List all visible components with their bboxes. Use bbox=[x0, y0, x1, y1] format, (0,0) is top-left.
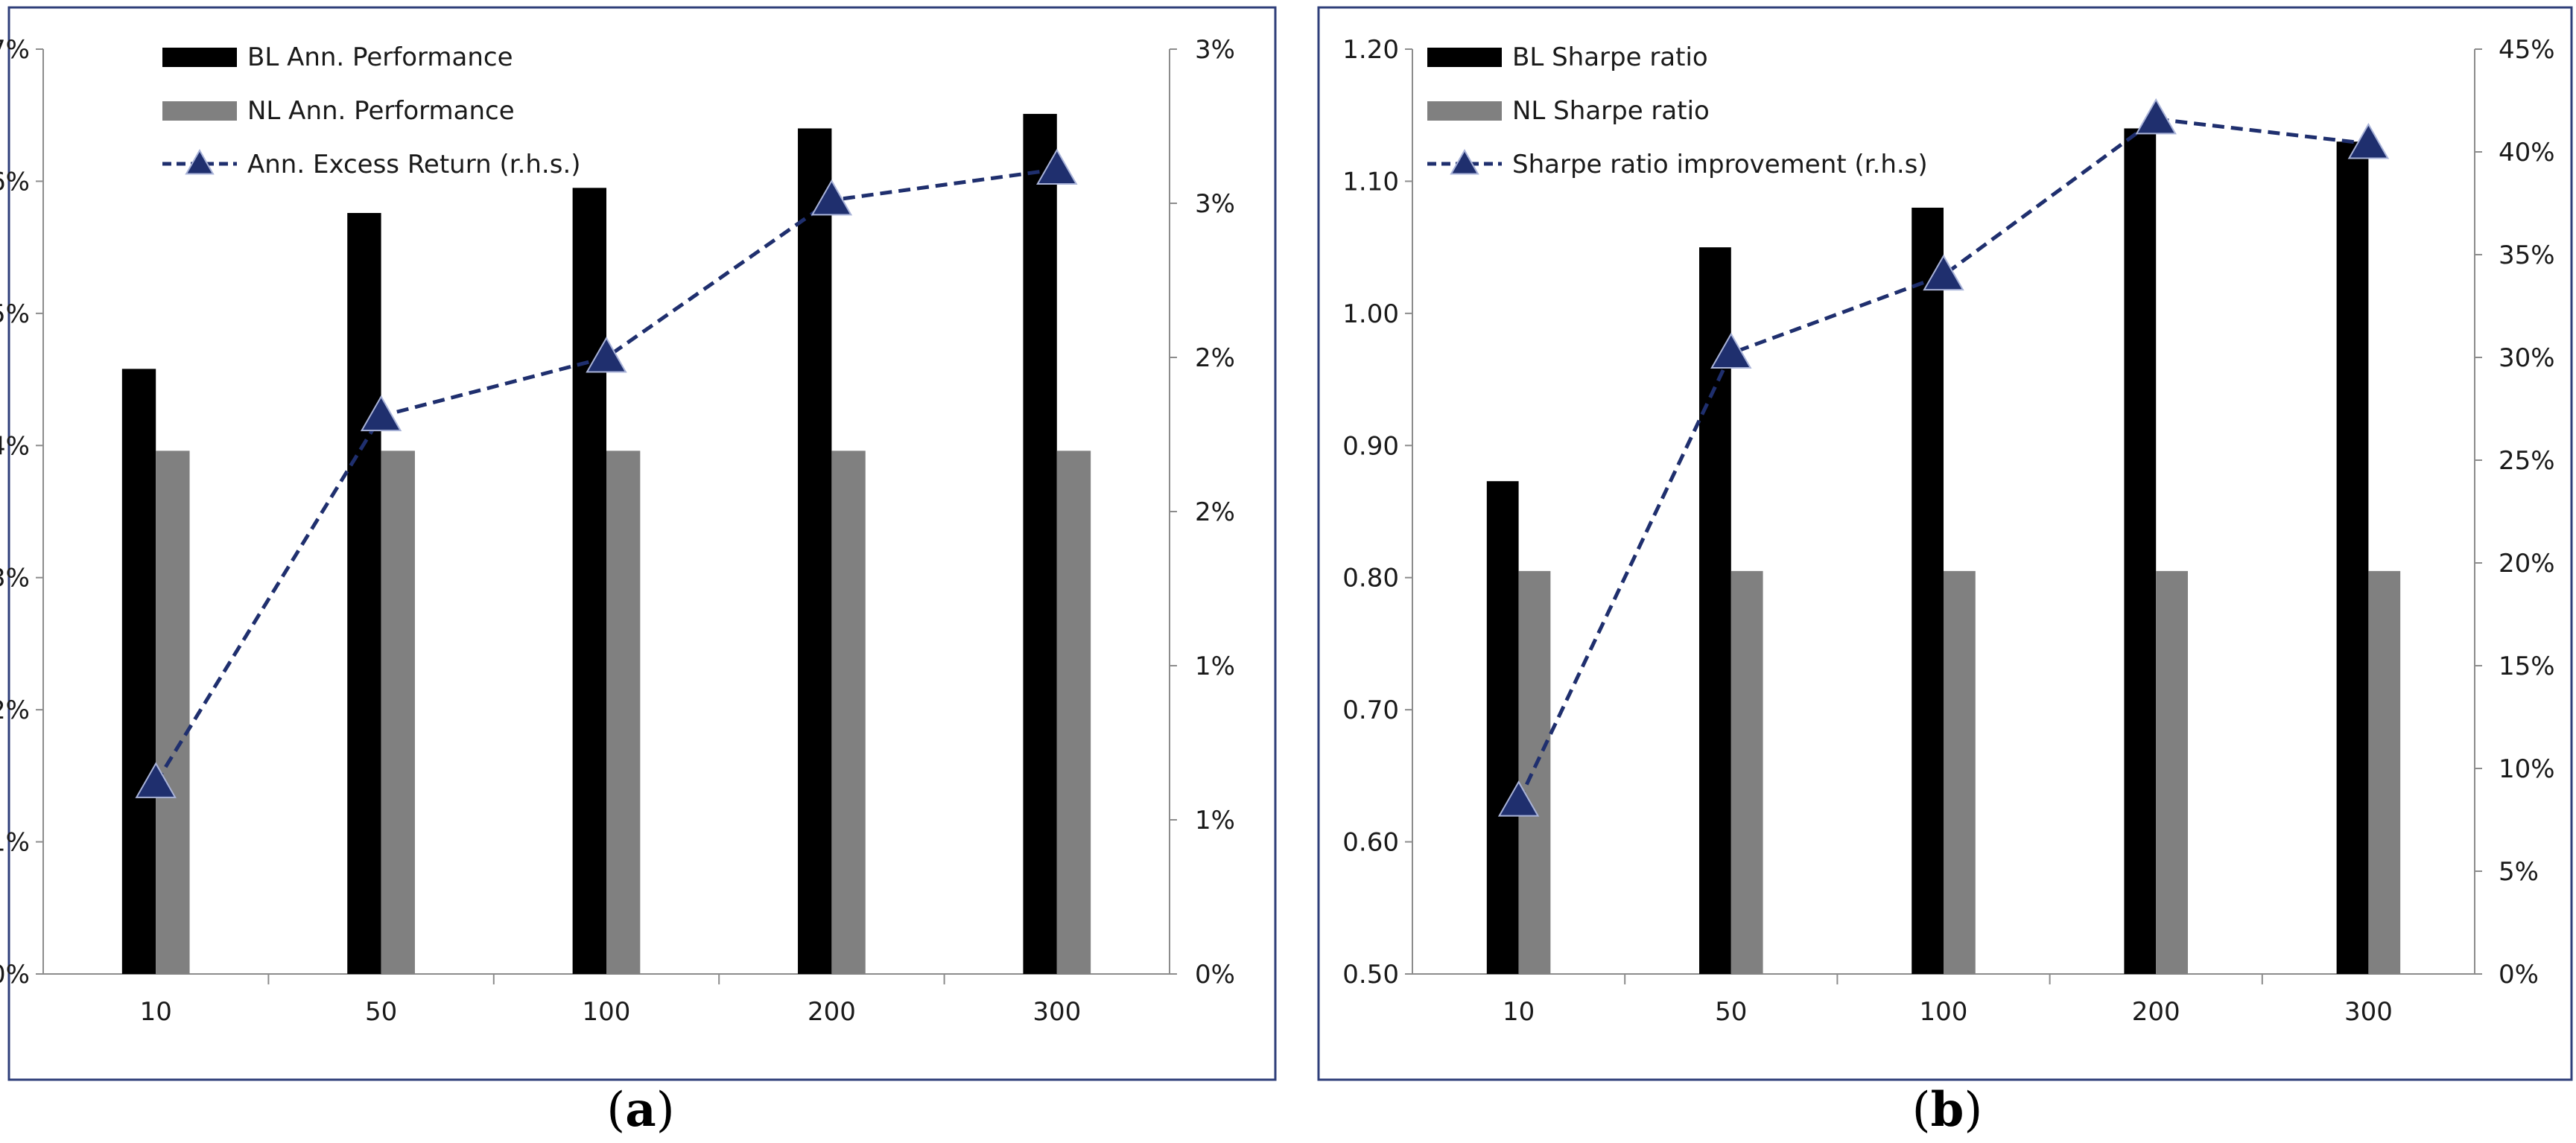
panel-a-left-tick-label: 4% bbox=[0, 431, 30, 461]
panel-a-legend-label: Ann. Excess Return (r.h.s.) bbox=[247, 150, 581, 179]
panel-b-line-marker bbox=[2135, 98, 2177, 135]
panel-b-bar-nl bbox=[2368, 570, 2401, 974]
panel-b-right-tick-label: 35% bbox=[2499, 241, 2555, 270]
panel-a-x-tick-label: 10 bbox=[140, 997, 172, 1027]
panel-b-legend-label: NL Sharpe ratio bbox=[1512, 96, 1710, 126]
panel-b-bar-bl bbox=[1912, 207, 1944, 974]
panel-a-right-tick-label: 1% bbox=[1195, 806, 1235, 835]
caption-b: (b) bbox=[1912, 1082, 1983, 1138]
panel-a-line-marker bbox=[1036, 148, 1078, 185]
panel-b-right-tick-label: 10% bbox=[2499, 754, 2555, 784]
panel-a-left-tick-label: 0% bbox=[0, 960, 30, 990]
panel-a-left-tick-label: 7% bbox=[0, 35, 30, 65]
panel-b-right-tick-label: 45% bbox=[2499, 35, 2555, 65]
panel-b-bar-bl bbox=[2124, 128, 2157, 974]
panel-b-left-tick-label: 0.50 bbox=[1342, 960, 1399, 990]
panel-a-x-tick-label: 100 bbox=[583, 997, 631, 1027]
panel-a-bar-nl bbox=[381, 450, 415, 974]
panel-a-bar-nl bbox=[156, 450, 190, 974]
panel-b-left-tick-label: 0.90 bbox=[1342, 431, 1399, 461]
panel-a-right-tick-label: 3% bbox=[1195, 189, 1235, 219]
panel-a-x-tick-label: 200 bbox=[808, 997, 856, 1027]
panel-a-bar-bl bbox=[1023, 113, 1057, 975]
panel-b-bar-bl bbox=[1486, 481, 1519, 974]
panel-b-right-tick-label: 0% bbox=[2499, 960, 2539, 990]
panel-a-left-tick-label: 2% bbox=[0, 695, 30, 725]
panel-b-right-tick-label: 20% bbox=[2499, 549, 2555, 579]
panel-b-left-tick-label: 0.60 bbox=[1342, 828, 1399, 858]
panel-b-left-tick-label: 1.00 bbox=[1342, 299, 1399, 329]
panel-b-bar-nl bbox=[1518, 570, 1551, 974]
panel-a-left-tick-label: 1% bbox=[0, 828, 30, 858]
panel-a-right-tick-label: 2% bbox=[1195, 497, 1235, 527]
panel-a-bar-nl bbox=[606, 450, 641, 974]
caption-a: (a) bbox=[606, 1082, 674, 1138]
panel-b-x-tick-label: 200 bbox=[2132, 997, 2180, 1027]
panel-a-right-tick-label: 1% bbox=[1195, 652, 1235, 681]
panel-b-legend-label: BL Sharpe ratio bbox=[1512, 42, 1708, 72]
panel-a-line-marker bbox=[135, 762, 177, 798]
panel-a-bar-bl bbox=[572, 188, 606, 974]
panel-b-bar-nl bbox=[1944, 570, 1976, 974]
panel-b: 0.50 0.60 0.70 0.80 0.90 1.00 1.10 1.20 0% 5% 10% 1… bbox=[1317, 6, 2573, 1081]
panel-a-legend-swatch-bl bbox=[162, 48, 237, 67]
panel-a-legend-label: BL Ann. Performance bbox=[247, 42, 513, 72]
panel-b-line-marker bbox=[2347, 122, 2390, 159]
panel-a-bar-nl bbox=[831, 450, 866, 974]
panel-a-legend-swatch-nl bbox=[162, 101, 237, 121]
panel-a-right-tick-label: 3% bbox=[1195, 35, 1235, 65]
panel-a-line-marker bbox=[360, 395, 402, 432]
panel-b-x-tick-label: 100 bbox=[1920, 997, 1968, 1027]
panel-b-left-tick-label: 1.20 bbox=[1342, 35, 1399, 65]
panel-a-x-tick-label: 300 bbox=[1032, 997, 1081, 1027]
panel-b-left-tick-label: 0.80 bbox=[1342, 564, 1399, 593]
panel-b-bar-bl bbox=[2336, 141, 2369, 975]
panel-a-bar-bl bbox=[798, 128, 832, 974]
panel-b-right-tick-label: 30% bbox=[2499, 343, 2555, 373]
panel-b-x-tick-label: 50 bbox=[1715, 997, 1747, 1027]
panel-a-bar-bl bbox=[347, 213, 381, 974]
panel-b-legend-swatch-nl bbox=[1427, 101, 1502, 121]
panel-a-left-tick-label: 5% bbox=[0, 299, 30, 329]
panel-b-legend-swatch-bl bbox=[1427, 48, 1502, 67]
panel-b-right-tick-label: 5% bbox=[2499, 857, 2539, 887]
panel-a-line-marker bbox=[810, 179, 853, 216]
panel-b-line-marker bbox=[1923, 254, 1964, 291]
panel-b-bar-nl bbox=[2156, 570, 2188, 974]
panel-b-bar-nl bbox=[1730, 570, 1763, 974]
panel-a-left-tick-label: 6% bbox=[0, 167, 30, 197]
panel-b-left-tick-label: 1.10 bbox=[1342, 167, 1399, 197]
panel-a-legend-label: NL Ann. Performance bbox=[247, 96, 515, 126]
panel-b-right-tick-label: 15% bbox=[2499, 652, 2555, 681]
panel-a-bar-nl bbox=[1056, 450, 1091, 974]
panel-b-right-tick-label: 40% bbox=[2499, 138, 2555, 168]
panel-b-legend-marker bbox=[1450, 148, 1479, 175]
panel-a-line-marker bbox=[586, 336, 627, 373]
panel-b-line-marker bbox=[1710, 332, 1752, 369]
panel-b-left-tick-label: 0.70 bbox=[1342, 695, 1399, 725]
panel-a-bar-bl bbox=[121, 369, 156, 974]
panel-a-right-tick-label: 2% bbox=[1195, 343, 1235, 373]
panel-b-line-marker bbox=[1497, 780, 1540, 817]
panel-a-right-tick-label: 0% bbox=[1195, 960, 1235, 990]
panel-b-x-tick-label: 300 bbox=[2344, 997, 2393, 1027]
panel-b-legend-label: Sharpe ratio improvement (r.h.s) bbox=[1512, 150, 1928, 179]
panel-b-right-tick-label: 25% bbox=[2499, 446, 2555, 476]
panel-a-x-tick-label: 50 bbox=[365, 997, 397, 1027]
panel-a-legend-marker bbox=[185, 148, 215, 175]
panel-a-left-tick-label: 3% bbox=[0, 564, 30, 593]
panel-a: 0% 1% 2% 3% 4% 5% 6% 7% 0% 1% 1% 2% 2% 3% 3% 10 50 100 200… bbox=[0, 6, 1277, 1081]
panel-b-x-tick-label: 10 bbox=[1503, 997, 1535, 1027]
